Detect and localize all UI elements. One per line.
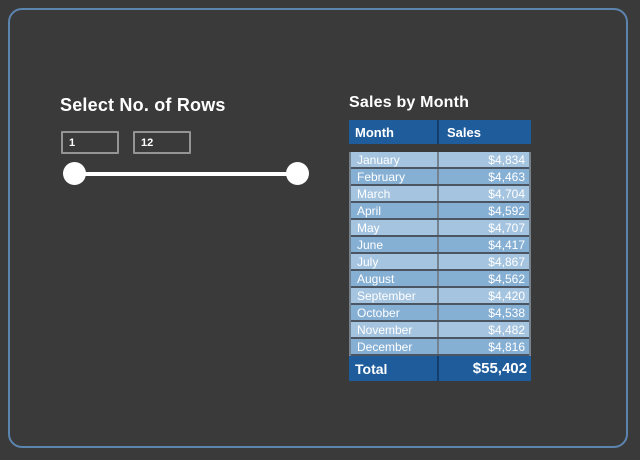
- sales-cell: $4,417: [437, 237, 529, 252]
- table-header-row: Month Sales: [349, 120, 531, 144]
- range-slider[interactable]: [63, 162, 309, 185]
- table-row[interactable]: August $4,562: [351, 271, 529, 288]
- total-label: Total: [355, 360, 388, 377]
- table-row[interactable]: June $4,417: [351, 237, 529, 254]
- sales-cell: $4,592: [437, 203, 529, 218]
- month-cell: July: [357, 254, 379, 269]
- table-title: Sales by Month: [349, 94, 470, 111]
- sales-cell: $4,463: [437, 169, 529, 184]
- month-cell: December: [357, 339, 413, 354]
- table-row[interactable]: February $4,463: [351, 169, 529, 186]
- month-cell: March: [357, 186, 391, 201]
- range-start-input[interactable]: [61, 131, 119, 154]
- sales-cell: $4,420: [437, 288, 529, 303]
- month-cell: April: [357, 203, 382, 218]
- table-row[interactable]: April $4,592: [351, 203, 529, 220]
- month-cell: September: [357, 288, 416, 303]
- sales-cell: $4,482: [437, 322, 529, 337]
- range-end-input[interactable]: [133, 131, 191, 154]
- month-cell: August: [357, 271, 395, 286]
- header-gap: [349, 144, 531, 152]
- month-cell: February: [357, 169, 406, 184]
- month-cell: January: [357, 152, 400, 167]
- slider-handle-max[interactable]: [286, 162, 309, 185]
- sales-cell: $4,834: [437, 152, 529, 167]
- slider-track[interactable]: [73, 172, 299, 176]
- page-border: [8, 8, 628, 448]
- table-row[interactable]: January $4,834: [351, 152, 529, 169]
- month-cell: May: [357, 220, 380, 235]
- month-cell: June: [357, 237, 384, 252]
- sales-table: Month Sales January $4,834 February $4,4…: [349, 120, 531, 381]
- sales-cell: $4,816: [437, 339, 529, 354]
- table-row[interactable]: December $4,816: [351, 339, 529, 356]
- sales-cell: $4,562: [437, 271, 529, 286]
- sales-cell: $4,538: [437, 305, 529, 320]
- slicer-range-inputs: [61, 131, 191, 154]
- month-cell: November: [357, 322, 413, 337]
- table-row[interactable]: July $4,867: [351, 254, 529, 271]
- column-header-sales[interactable]: Sales: [437, 120, 531, 144]
- table-row[interactable]: September $4,420: [351, 288, 529, 305]
- table-row[interactable]: November $4,482: [351, 322, 529, 339]
- table-total-row: Total $55,402: [349, 356, 531, 381]
- slider-handle-min[interactable]: [63, 162, 86, 185]
- month-cell: October: [357, 305, 400, 320]
- table-body: January $4,834 February $4,463 March $4,…: [349, 152, 531, 356]
- column-header-month[interactable]: Month: [355, 124, 394, 140]
- slicer-title: Select No. of Rows: [60, 95, 226, 115]
- table-row[interactable]: May $4,707: [351, 220, 529, 237]
- table-row[interactable]: October $4,538: [351, 305, 529, 322]
- sales-cell: $4,704: [437, 186, 529, 201]
- sales-cell: $4,707: [437, 220, 529, 235]
- table-row[interactable]: March $4,704: [351, 186, 529, 203]
- total-value: $55,402: [437, 356, 531, 381]
- sales-cell: $4,867: [437, 254, 529, 269]
